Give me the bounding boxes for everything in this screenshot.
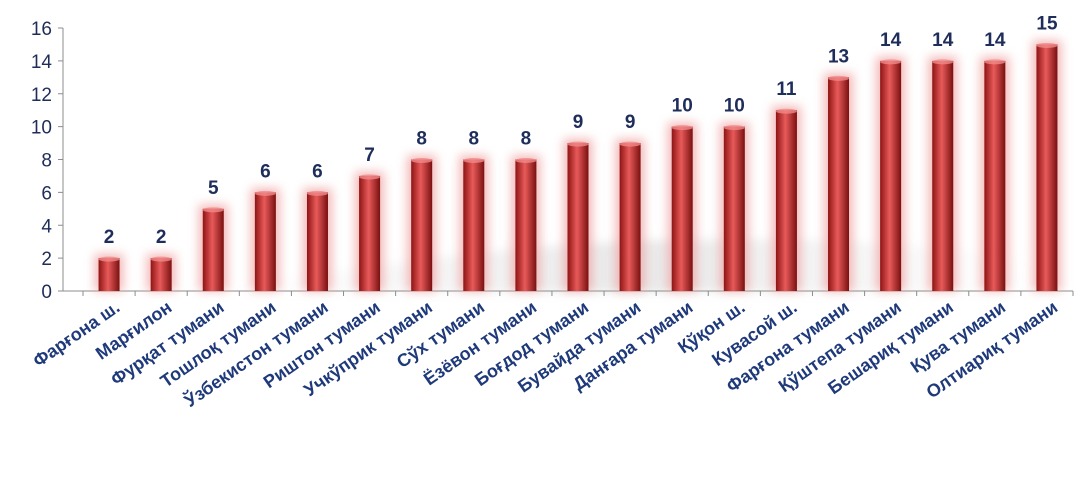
bar <box>880 60 902 291</box>
y-tick-label: 14 <box>31 52 53 73</box>
y-tick-label: 4 <box>41 216 52 237</box>
bar <box>150 258 172 291</box>
bar-cap <box>254 190 276 196</box>
bar <box>1036 44 1058 291</box>
data-label: 5 <box>208 178 219 199</box>
bar-cap <box>723 125 745 131</box>
bar <box>515 159 537 291</box>
y-tick-label: 8 <box>41 151 52 172</box>
data-label: 2 <box>156 227 167 248</box>
data-label: 6 <box>260 161 271 182</box>
bar-cap <box>567 141 589 147</box>
data-label: 11 <box>776 79 797 100</box>
bar-cap <box>619 141 641 147</box>
y-tick-label: 16 <box>31 19 52 40</box>
data-label: 8 <box>416 129 427 150</box>
data-label: 10 <box>724 96 745 117</box>
bar <box>671 126 693 291</box>
bar-cap <box>880 59 902 65</box>
bar-cap <box>775 108 797 114</box>
data-label: 9 <box>625 112 636 133</box>
data-label: 8 <box>469 129 480 150</box>
bar <box>306 192 328 291</box>
bar-cap <box>515 158 537 163</box>
y-tick-label: 2 <box>41 249 52 270</box>
y-tick-label: 10 <box>31 118 52 139</box>
bar-cap <box>98 256 120 262</box>
bar <box>359 175 381 291</box>
bar-cap <box>411 158 433 163</box>
data-label: 13 <box>828 46 849 67</box>
y-tick-label: 12 <box>31 85 52 106</box>
bar <box>932 60 954 291</box>
bar-cap <box>984 59 1006 65</box>
bar-cap <box>150 256 172 262</box>
data-label: 14 <box>984 30 1006 51</box>
bar-cap <box>828 75 850 81</box>
bar-cap <box>202 207 224 213</box>
bar <box>254 192 276 291</box>
bar <box>619 143 641 291</box>
category-label: Фарғона ш. <box>29 297 123 371</box>
bar <box>463 159 485 291</box>
data-label: 2 <box>104 227 115 248</box>
data-label: 6 <box>312 161 323 182</box>
y-tick-label: 0 <box>41 282 52 303</box>
bar-cap <box>359 174 381 180</box>
data-label: 7 <box>364 145 375 166</box>
data-label: 14 <box>880 30 902 51</box>
y-tick-label: 6 <box>41 183 52 204</box>
bar <box>723 126 745 291</box>
bar <box>567 143 589 291</box>
data-label: 15 <box>1036 13 1058 34</box>
bar-cap <box>671 125 693 131</box>
bar <box>984 60 1006 291</box>
data-label: 14 <box>932 30 954 51</box>
bars <box>94 40 1062 291</box>
data-label: 8 <box>521 129 532 150</box>
bar <box>411 159 433 291</box>
bar <box>98 258 120 291</box>
bar <box>202 208 224 291</box>
bar-cap <box>463 158 485 163</box>
bar <box>775 110 797 291</box>
bar-cap <box>932 59 954 65</box>
bar <box>828 77 850 291</box>
bar-cap <box>1036 42 1058 48</box>
bar-cap <box>306 190 328 196</box>
data-label: 10 <box>672 96 693 117</box>
data-label: 9 <box>573 112 584 133</box>
